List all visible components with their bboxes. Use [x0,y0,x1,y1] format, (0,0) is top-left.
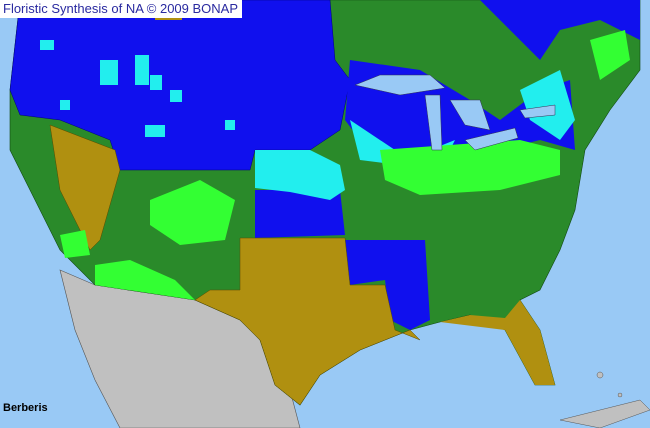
region-olive-south [194,237,421,406]
map-title: Floristic Synthesis of NA © 2009 BONAP [0,0,243,18]
region-blue-north [9,0,351,171]
region-cyan-northeast [520,70,575,140]
region-lightgreen-newengland [590,30,630,80]
region-lightgreen-california [60,230,90,258]
region-blue-mississippi [345,240,430,330]
region-lightgreen-ohio [380,140,560,195]
great-lakes [354,74,556,151]
caribbean-islands [559,371,650,428]
region-cyan-plains [255,150,345,200]
region-blue-northeast [480,0,640,60]
region-blue-plains [255,190,345,238]
region-olive-florida [440,300,555,385]
region-olive-nevada [49,124,121,251]
region-lightgreen-colorado [150,180,235,245]
taxon-label: Berberis [3,402,48,414]
cyan-county-patches [40,40,235,137]
region-lightgreen-southwest [95,260,195,300]
